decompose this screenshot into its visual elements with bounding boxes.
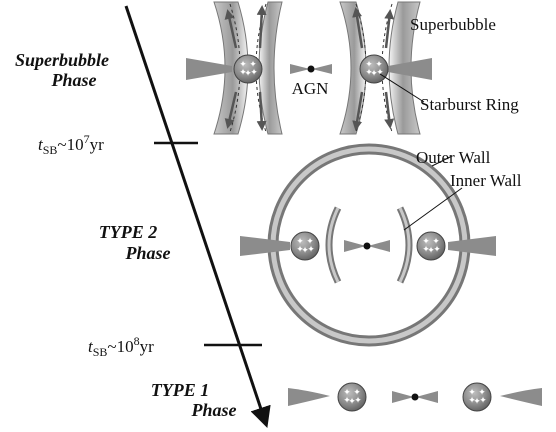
starburst-ring-leader	[379, 73, 425, 103]
outflow-arrow	[256, 5, 267, 49]
svg-text:✦: ✦	[296, 245, 304, 255]
svg-text:✦: ✦	[307, 245, 315, 255]
phase-label-type1: TYPE 1 Phase	[151, 380, 237, 420]
svg-text:✦: ✦	[479, 396, 487, 406]
svg-text:✦: ✦	[478, 388, 486, 398]
outflow-arrow	[384, 9, 395, 49]
svg-text:Phase: Phase	[51, 70, 97, 90]
agn-label: AGN	[292, 79, 329, 98]
agn-disk-right	[368, 240, 390, 252]
svg-text:TYPE 2: TYPE 2	[99, 222, 158, 242]
svg-text:✦: ✦	[370, 69, 378, 79]
svg-text:✦: ✦	[296, 237, 304, 247]
outflow-arrow	[352, 7, 364, 49]
agn-nucleus	[411, 393, 419, 401]
svg-text:✦: ✦	[422, 237, 430, 247]
phase-label-type2: TYPE 2 Phase	[99, 222, 171, 263]
svg-text:✦: ✦	[343, 388, 351, 398]
inner-wall-label: Inner Wall	[450, 171, 522, 190]
outflow-arrow	[224, 9, 238, 49]
outflow-arrow	[384, 91, 395, 129]
svg-text:✦: ✦	[306, 237, 314, 247]
inner-wall-leader	[403, 187, 463, 231]
svg-text:✦: ✦	[422, 245, 430, 255]
outflow-arrow	[256, 91, 267, 131]
starburst-clump-right	[462, 382, 492, 412]
inner-wall-left-hl	[327, 207, 340, 283]
agn-disk-right	[312, 64, 332, 74]
starburst-clump-right	[416, 231, 446, 261]
svg-text:✦: ✦	[301, 246, 309, 256]
gas-disk-right	[448, 236, 496, 256]
starburst-clump-left	[290, 231, 320, 261]
svg-text:✦: ✦	[468, 396, 476, 406]
starburst-ring-label: Starburst Ring	[420, 95, 519, 114]
svg-text:✦: ✦	[239, 60, 247, 70]
svg-text:✦: ✦	[244, 69, 252, 79]
outer-wall-leader	[431, 155, 453, 167]
starburst-clump-right	[359, 54, 389, 84]
outer-wall-label: Outer Wall	[416, 148, 491, 167]
agn-disk-right	[416, 391, 438, 403]
agn-disk-left	[290, 64, 310, 74]
starburst-clump-left	[337, 382, 367, 412]
time-marker-label-1: tSB~107yr	[38, 132, 104, 157]
svg-text:✦: ✦	[375, 60, 383, 70]
type1-phase-illustration: ✦ ✦✦✦ ✦ ✦ ✦✦✦ ✦	[288, 382, 542, 412]
svg-text:✦: ✦	[376, 68, 384, 78]
svg-text:✦: ✦	[432, 237, 440, 247]
svg-text:✦: ✦	[468, 388, 476, 398]
agn-nucleus	[307, 65, 315, 73]
gas-disk-right	[388, 58, 432, 80]
starburst-clump-left	[233, 54, 263, 84]
inner-wall-right-hl	[398, 207, 411, 283]
svg-text:✦: ✦	[427, 246, 435, 256]
svg-text:Phase: Phase	[125, 243, 171, 263]
svg-text:Phase: Phase	[191, 400, 237, 420]
svg-text:✦: ✦	[473, 397, 481, 407]
gas-disk-left	[288, 388, 330, 406]
superbubble-label: Superbubble	[410, 15, 496, 34]
svg-text:✦: ✦	[249, 60, 257, 70]
agn-disk-left	[344, 240, 366, 252]
svg-text:✦: ✦	[353, 388, 361, 398]
outflow-arrow	[224, 91, 238, 129]
gas-disk-left	[240, 236, 290, 256]
gas-disk-left	[186, 58, 232, 80]
phase-label-superbubble: Superbubble Phase	[15, 50, 109, 90]
time-axis-arrow	[124, 5, 271, 428]
gas-disk-right	[500, 388, 542, 406]
svg-text:✦: ✦	[239, 68, 247, 78]
svg-text:✦: ✦	[250, 68, 258, 78]
svg-text:✦: ✦	[433, 245, 441, 255]
outflow-arrow	[352, 91, 364, 131]
svg-text:✦: ✦	[343, 396, 351, 406]
svg-text:✦: ✦	[354, 396, 362, 406]
svg-text:✦: ✦	[348, 397, 356, 407]
svg-text:TYPE 1: TYPE 1	[151, 380, 210, 400]
type2-phase-illustration: ✦ ✦✦✦ ✦ ✦ ✦✦✦ ✦ Outer Wall Inner Wall	[240, 143, 522, 347]
svg-text:✦: ✦	[365, 68, 373, 78]
superbubble-phase-illustration: ✦ ✦✦✦ ✦ ✦ ✦✦✦ ✦ AGN Superbubble Starburst Ri…	[186, 1, 519, 135]
time-marker-label-2: tSB~108yr	[88, 334, 154, 359]
svg-text:Superbubble: Superbubble	[15, 50, 109, 70]
agn-nucleus	[363, 242, 371, 250]
svg-text:✦: ✦	[365, 60, 373, 70]
agn-disk-left	[392, 391, 414, 403]
